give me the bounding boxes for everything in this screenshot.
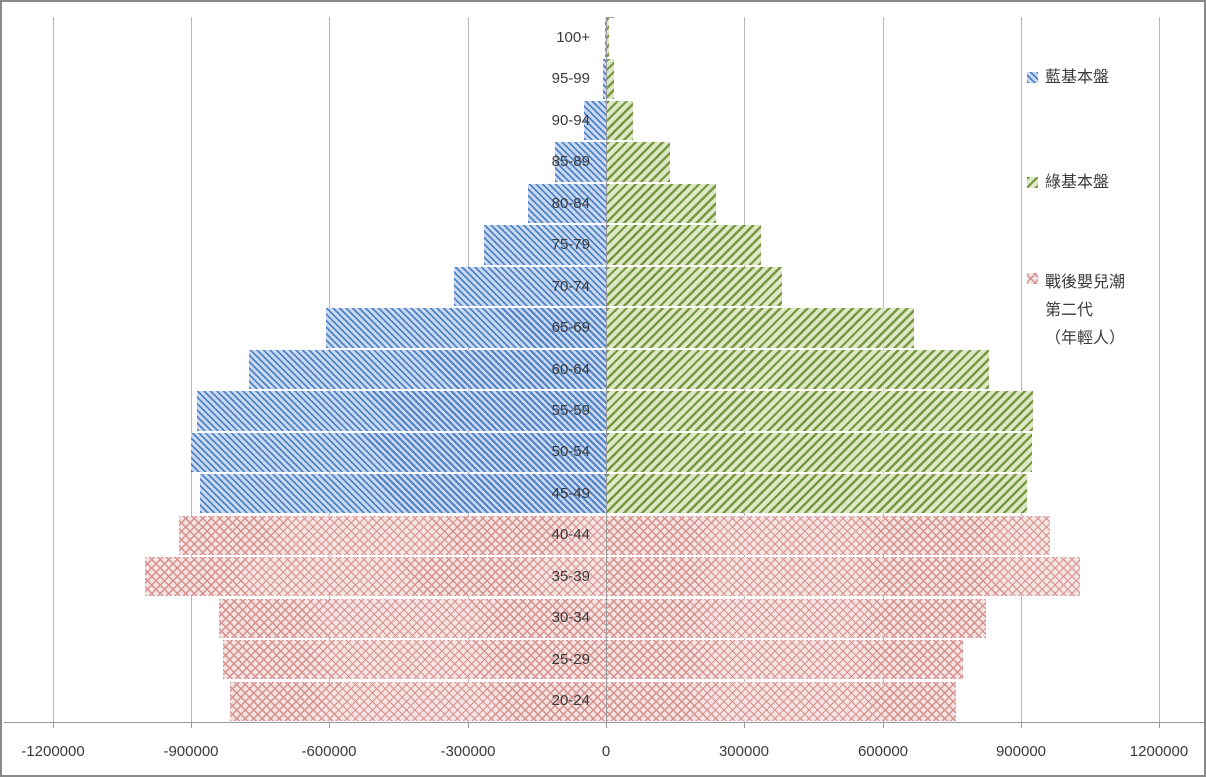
category-label-25-29: 25-29 <box>551 650 590 668</box>
bar-blue-65-69[interactable] <box>326 308 606 348</box>
category-label-65-69: 65-69 <box>551 319 590 337</box>
category-label-40-44: 40-44 <box>551 526 590 544</box>
bar-pink-right-25-29[interactable] <box>607 640 963 680</box>
bar-blue-75-79[interactable] <box>484 225 606 265</box>
category-label-75-79: 75-79 <box>551 236 590 254</box>
bar-blue-80-84[interactable] <box>528 183 606 224</box>
category-label-90-94: 90-94 <box>551 111 590 129</box>
category-label-20-24: 20-24 <box>551 692 590 710</box>
bar-blue-70-74[interactable] <box>453 266 606 307</box>
bar-pink-right-20-24[interactable] <box>607 681 957 721</box>
legend-item-blue[interactable]: 藍基本盤 <box>1027 68 1109 88</box>
bar-green-50-54[interactable] <box>607 432 1033 472</box>
bar-green-70-74[interactable] <box>607 266 783 307</box>
bar-green-80-84[interactable] <box>607 183 716 224</box>
bar-green-60-64[interactable] <box>607 349 989 390</box>
x-tick-label: 600000 <box>857 743 909 760</box>
legend-label-blue: 藍基本盤 <box>1045 69 1110 86</box>
x-axis-tick <box>883 722 884 728</box>
bar-green-85-89[interactable] <box>607 142 671 182</box>
gridline--1200000 <box>53 17 54 722</box>
bar-blue-60-64[interactable] <box>249 349 606 390</box>
category-label-50-54: 50-54 <box>551 443 590 461</box>
bar-green-65-69[interactable] <box>607 308 915 348</box>
gridline--900000 <box>191 17 192 722</box>
x-tick-label: -900000 <box>163 743 219 760</box>
bar-green-90-94[interactable] <box>607 100 633 141</box>
bar-green-45-49[interactable] <box>607 474 1028 514</box>
bar-blue-95-99[interactable] <box>602 59 606 99</box>
x-tick-label: 1200000 <box>1129 743 1189 760</box>
gridline-900000 <box>1021 17 1022 722</box>
bar-pink-left-30-34[interactable] <box>219 598 606 638</box>
category-label-85-89: 85-89 <box>551 153 590 171</box>
x-axis-line <box>4 722 1204 723</box>
bar-green-55-59[interactable] <box>607 391 1033 431</box>
gridline-1200000 <box>1159 17 1160 722</box>
bar-pink-left-20-24[interactable] <box>230 681 606 721</box>
x-axis-tick <box>744 722 745 728</box>
bar-pink-left-35-39[interactable] <box>145 557 606 597</box>
x-axis-tick <box>53 722 54 728</box>
bar-green-75-79[interactable] <box>607 225 761 265</box>
category-axis-line <box>606 17 607 722</box>
legend-item-green[interactable]: 綠基本盤 <box>1027 173 1109 193</box>
legend-swatch-green-icon <box>1027 177 1038 188</box>
category-label-95-99: 95-99 <box>551 70 590 88</box>
x-tick-label: 300000 <box>718 743 770 760</box>
bar-blue-45-49[interactable] <box>199 474 606 514</box>
bar-pink-right-40-44[interactable] <box>607 515 1051 555</box>
category-label-30-34: 30-34 <box>551 609 590 627</box>
x-axis-tick <box>1159 722 1160 728</box>
x-tick-label: -300000 <box>440 743 496 760</box>
x-axis-tick <box>329 722 330 728</box>
x-axis-tick <box>606 722 607 728</box>
category-label-35-39: 35-39 <box>551 567 590 585</box>
bar-pink-left-25-29[interactable] <box>223 640 606 680</box>
bar-blue-90-94[interactable] <box>583 100 606 141</box>
bar-green-95-99[interactable] <box>607 59 614 99</box>
category-label-60-64: 60-64 <box>551 360 590 378</box>
category-label-45-49: 45-49 <box>551 484 590 502</box>
bar-blue-50-54[interactable] <box>191 432 606 472</box>
x-tick-label: 900000 <box>995 743 1047 760</box>
category-label-55-59: 55-59 <box>551 401 590 419</box>
x-tick-label: -600000 <box>301 743 357 760</box>
legend-swatch-pink-icon <box>1027 273 1038 284</box>
legend-item-pink[interactable]: 戰後嬰兒潮 第二代 （年輕人） <box>1027 269 1125 353</box>
category-label-80-84: 80-84 <box>551 194 590 212</box>
bar-blue-55-59[interactable] <box>197 391 606 431</box>
category-label-100+: 100+ <box>556 28 590 46</box>
bar-blue-100+[interactable] <box>604 18 606 58</box>
x-tick-label: -1200000 <box>21 743 85 760</box>
bar-pink-right-35-39[interactable] <box>607 557 1080 597</box>
legend-label-pink: 戰後嬰兒潮 第二代 （年輕人） <box>1045 274 1126 347</box>
x-axis-tick <box>468 722 469 728</box>
category-label-70-74: 70-74 <box>551 277 590 295</box>
x-tick-label: 0 <box>601 743 611 760</box>
x-axis-tick <box>1021 722 1022 728</box>
legend-swatch-blue-icon <box>1027 72 1038 83</box>
bar-green-100+[interactable] <box>607 18 609 58</box>
category-axis-top-tick <box>606 17 614 18</box>
bar-pink-left-40-44[interactable] <box>179 515 606 555</box>
legend-label-green: 綠基本盤 <box>1045 174 1110 191</box>
bar-blue-85-89[interactable] <box>554 142 606 182</box>
x-axis-tick <box>191 722 192 728</box>
bar-pink-right-30-34[interactable] <box>607 598 987 638</box>
